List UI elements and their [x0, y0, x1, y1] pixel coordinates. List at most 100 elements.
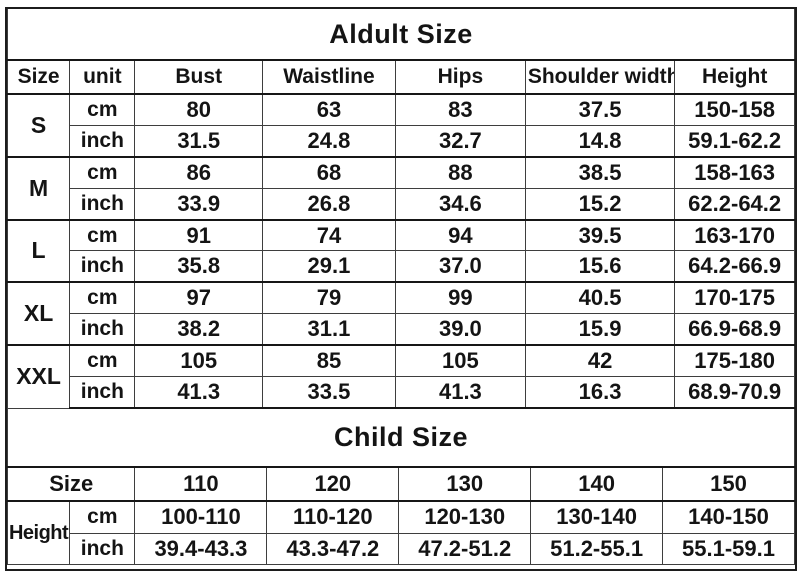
value-cell: 105 — [394, 344, 526, 378]
table-row: S cm 80 63 83 37.5 150-158 — [6, 92, 795, 158]
size-chart-sheet: Aldult Size Size unit Bust Waistline Hip… — [5, 7, 797, 571]
col-header-hips: Hips — [394, 59, 526, 95]
table-row: inch 33.9 26.8 34.6 15.2 62.2-64.2 — [8, 187, 795, 221]
table-row: L cm 91 74 94 39.5 163-170 — [6, 218, 795, 283]
value-cell: 63 — [261, 92, 396, 126]
value-cell: 88 — [394, 155, 526, 189]
value-cell: 91 — [134, 218, 263, 252]
unit-label-inch: inch — [69, 532, 136, 566]
child-size-table: Child Size Size 110 120 130 140 150 Heig… — [6, 409, 795, 566]
value-cell: 130-140 — [530, 500, 664, 534]
value-cell: 41.3 — [394, 376, 526, 410]
value-cell: 41.3 — [134, 376, 263, 410]
value-cell: 24.8 — [261, 124, 396, 158]
unit-label-inch: inch — [69, 376, 136, 410]
value-cell: 97 — [134, 281, 263, 315]
unit-label-cm: cm — [69, 92, 136, 126]
unit-label-inch: inch — [69, 124, 136, 158]
value-cell: 47.2-51.2 — [398, 532, 532, 566]
value-cell: 39.0 — [394, 313, 526, 346]
value-cell: 83 — [394, 92, 526, 126]
value-cell: 15.2 — [524, 187, 676, 221]
value-cell: 66.9-68.9 — [674, 313, 795, 346]
table-row: Child Size — [7, 409, 795, 468]
unit-label-cm: cm — [69, 155, 136, 189]
table-row: Size 110 120 130 140 150 — [6, 466, 795, 502]
table-row: XL cm 97 79 99 40.5 170-175 — [6, 281, 795, 346]
table-row: XXL cm 105 85 105 42 175-180 — [6, 344, 795, 409]
value-cell: 14.8 — [524, 124, 676, 158]
value-cell: 15.9 — [524, 313, 676, 346]
value-cell: 39.5 — [524, 218, 676, 252]
value-cell: 29.1 — [261, 250, 396, 283]
value-cell: 140-150 — [662, 500, 795, 534]
child-section-title: Child Size — [7, 409, 795, 468]
value-cell: 175-180 — [674, 344, 795, 378]
value-cell: 100-110 — [134, 500, 268, 534]
value-cell: 79 — [261, 281, 396, 315]
value-cell: 62.2-64.2 — [674, 187, 795, 221]
value-cell: 120-130 — [398, 500, 532, 534]
value-cell: 110-120 — [266, 500, 400, 534]
value-cell: 33.9 — [134, 187, 263, 221]
col-header-size: Size — [6, 59, 71, 95]
col-header-shoulder-width: Shoulder width — [524, 59, 676, 95]
value-cell: 34.6 — [394, 187, 526, 221]
unit-label-cm: cm — [69, 218, 136, 252]
value-cell: 42 — [524, 344, 676, 378]
value-cell: 35.8 — [134, 250, 263, 283]
value-cell: 37.5 — [524, 92, 676, 126]
value-cell: 51.2-55.1 — [530, 532, 664, 566]
adult-size-table: Aldult Size Size unit Bust Waistline Hip… — [6, 9, 795, 410]
table-row: inch 39.4-43.3 43.3-47.2 47.2-51.2 51.2-… — [8, 532, 795, 566]
size-label-l: L — [6, 218, 71, 283]
table-row: Aldult Size — [7, 9, 795, 61]
table-row: inch 31.5 24.8 32.7 14.8 59.1-62.2 — [8, 124, 795, 158]
table-row: inch 35.8 29.1 37.0 15.6 64.2-66.9 — [8, 250, 795, 283]
table-row: Size unit Bust Waistline Hips Shoulder w… — [6, 59, 795, 95]
value-cell: 55.1-59.1 — [662, 532, 795, 566]
value-cell: 64.2-66.9 — [674, 250, 795, 283]
col-header-bust: Bust — [134, 59, 263, 95]
value-cell: 31.5 — [134, 124, 263, 158]
child-height-label: Height — [6, 500, 71, 565]
value-cell: 15.6 — [524, 250, 676, 283]
value-cell: 158-163 — [674, 155, 795, 189]
table-row: Height cm 100-110 110-120 120-130 130-14… — [6, 500, 795, 565]
value-cell: 99 — [394, 281, 526, 315]
child-size-140: 140 — [530, 466, 664, 502]
child-size-header: Size — [6, 466, 136, 502]
table-row: inch 38.2 31.1 39.0 15.9 66.9-68.9 — [8, 313, 795, 346]
value-cell: 105 — [134, 344, 263, 378]
child-size-130: 130 — [398, 466, 532, 502]
value-cell: 33.5 — [261, 376, 396, 410]
col-header-waistline: Waistline — [261, 59, 396, 95]
value-cell: 170-175 — [674, 281, 795, 315]
value-cell: 32.7 — [394, 124, 526, 158]
value-cell: 16.3 — [524, 376, 676, 410]
value-cell: 68 — [261, 155, 396, 189]
value-cell: 94 — [394, 218, 526, 252]
value-cell: 38.5 — [524, 155, 676, 189]
value-cell: 59.1-62.2 — [674, 124, 795, 158]
value-cell: 26.8 — [261, 187, 396, 221]
value-cell: 86 — [134, 155, 263, 189]
col-header-height: Height — [674, 59, 795, 95]
size-label-m: M — [6, 155, 71, 221]
unit-label-inch: inch — [69, 313, 136, 346]
value-cell: 39.4-43.3 — [134, 532, 268, 566]
child-size-120: 120 — [266, 466, 400, 502]
value-cell: 68.9-70.9 — [674, 376, 795, 410]
size-label-xl: XL — [6, 281, 71, 346]
value-cell: 80 — [134, 92, 263, 126]
unit-label-cm: cm — [69, 281, 136, 315]
size-label-s: S — [6, 93, 71, 158]
unit-label-cm: cm — [69, 500, 136, 534]
child-size-150: 150 — [662, 466, 795, 502]
child-size-110: 110 — [134, 466, 268, 502]
value-cell: 150-158 — [674, 92, 795, 126]
unit-label-cm: cm — [69, 344, 136, 378]
col-header-unit: unit — [69, 59, 136, 95]
adult-section-title: Aldult Size — [7, 9, 795, 61]
size-label-xxl: XXL — [6, 344, 71, 409]
